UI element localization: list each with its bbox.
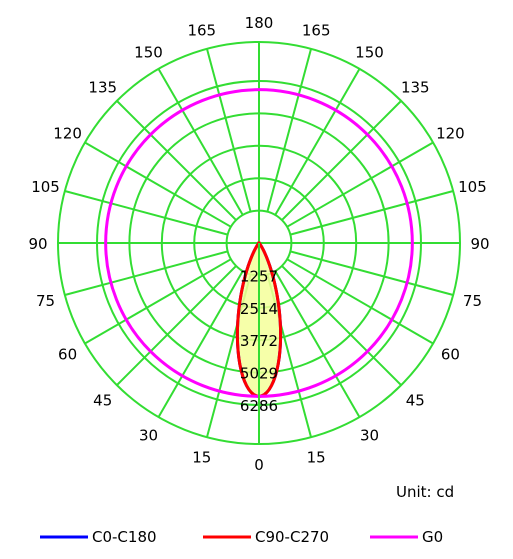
angle-label: 60 [441, 346, 460, 364]
grid-spoke [274, 68, 361, 216]
angle-label: 30 [139, 426, 158, 444]
angle-label: 120 [436, 125, 465, 143]
grid-spoke [64, 190, 228, 236]
angle-tick-labels: 0 15 15 30 30 45 45 60 60 75 75 90 90 105 105 120 120 135… [28, 14, 489, 474]
legend-label: G0 [422, 528, 443, 546]
grid-spoke [64, 250, 228, 296]
grid-spoke [290, 250, 454, 296]
grid-spoke [84, 258, 232, 345]
grid-spoke [281, 100, 402, 221]
legend-label: C0-C180 [92, 528, 157, 546]
grid-spoke [286, 258, 434, 345]
angle-label: 165 [302, 22, 331, 40]
angle-label: 165 [187, 22, 216, 40]
radial-tick-label: 2514 [240, 300, 278, 318]
grid-spoke [157, 68, 244, 216]
angle-label: 135 [401, 79, 430, 97]
angle-label: 75 [36, 292, 55, 310]
intensity-curves [104, 88, 414, 405]
grid-spoke [281, 265, 402, 386]
grid-spoke [266, 48, 312, 212]
angle-label: 105 [31, 178, 60, 196]
grid-spoke [157, 270, 244, 418]
grid-spoke [116, 100, 237, 221]
angle-label: 150 [355, 44, 384, 62]
angle-label: 30 [360, 426, 379, 444]
angle-label: 15 [307, 448, 326, 466]
angle-label: 90 [28, 235, 47, 253]
angle-label: 90 [470, 235, 489, 253]
angle-label: 75 [463, 292, 482, 310]
angle-label: 180 [245, 14, 274, 32]
radial-tick-label: 1257 [240, 267, 278, 285]
radial-tick-label: 6286 [240, 397, 278, 415]
angle-label: 45 [406, 391, 425, 409]
grid-spoke [116, 265, 237, 386]
angle-label: 120 [53, 125, 82, 143]
angle-label: 0 [254, 456, 264, 474]
radial-tick-labels: 1257 2514 3772 5029 6286 [240, 267, 278, 415]
grid-spoke [290, 190, 454, 236]
angle-label: 105 [458, 178, 487, 196]
legend: C0-C180 C90-C270 G0 [40, 528, 443, 546]
grid-spoke [84, 141, 232, 228]
grid-spoke [274, 270, 361, 418]
grid-spoke [286, 141, 434, 228]
radial-tick-label: 3772 [240, 332, 278, 350]
angle-label: 135 [88, 79, 117, 97]
unit-label: Unit: cd [396, 483, 454, 501]
angle-label: 15 [192, 448, 211, 466]
angle-label: 150 [134, 44, 163, 62]
grid-spoke [206, 48, 252, 212]
angle-label: 60 [58, 346, 77, 364]
radial-tick-label: 5029 [240, 365, 278, 383]
angle-label: 45 [93, 391, 112, 409]
legend-label: C90-C270 [255, 528, 329, 546]
